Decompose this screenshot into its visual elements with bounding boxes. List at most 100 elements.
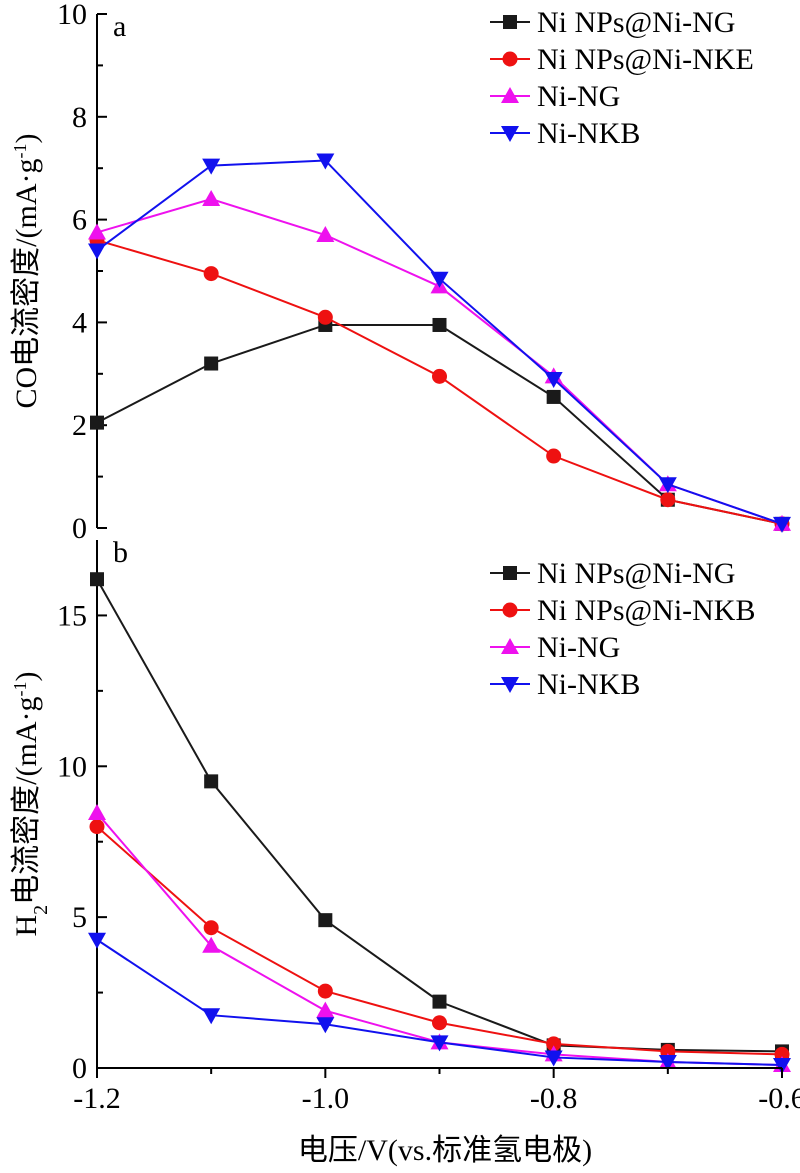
data-point xyxy=(430,1035,449,1052)
legend-item: Ni NPs@Ni-NKB xyxy=(490,594,755,627)
legend-item: Ni-NG xyxy=(490,631,620,664)
data-point xyxy=(90,572,104,587)
data-point xyxy=(773,1057,791,1074)
data-point xyxy=(316,226,335,243)
y-axis-label-superscript: -1 xyxy=(10,144,30,159)
y-axis-label: CO电流密度/(mA·g-1) xyxy=(10,134,43,409)
y-tick-label: 0 xyxy=(72,512,87,545)
legend-label: Ni NPs@Ni-NKB xyxy=(537,594,755,627)
data-point xyxy=(204,356,219,371)
data-point xyxy=(544,1050,563,1067)
series xyxy=(88,932,791,1074)
panel-letter: a xyxy=(113,10,126,43)
y-tick-label: 4 xyxy=(72,306,87,339)
data-point xyxy=(88,243,106,260)
data-point xyxy=(202,158,221,175)
legend-marker xyxy=(501,126,519,142)
legend: Ni NPs@Ni-NG Ni NPs@Ni-NKE Ni-NG Ni-NKB xyxy=(490,6,754,150)
legend-item: Ni NPs@Ni-NG xyxy=(490,557,735,590)
data-point xyxy=(546,389,561,404)
data-point xyxy=(88,932,106,949)
series xyxy=(89,819,790,1062)
data-point xyxy=(203,266,219,282)
y-tick-label: 8 xyxy=(72,101,87,134)
data-point xyxy=(546,448,562,464)
data-point xyxy=(432,317,447,332)
y-axis-label-part: ) xyxy=(10,672,43,682)
series-line xyxy=(96,197,783,525)
y-axis-label-superscript: -1 xyxy=(10,682,30,697)
legend: Ni NPs@Ni-NG Ni NPs@Ni-NKB Ni-NG Ni-NKB xyxy=(490,557,755,701)
legend-label: Ni-NG xyxy=(537,80,620,113)
data-point xyxy=(318,913,333,928)
series xyxy=(90,572,789,1059)
legend-label: Ni-NKB xyxy=(537,117,640,150)
data-point xyxy=(660,492,676,508)
data-point xyxy=(546,1036,562,1052)
y-axis-label-part: ) xyxy=(10,134,43,144)
data-point xyxy=(202,1008,221,1025)
series xyxy=(88,804,791,1072)
legend-item: Ni NPs@Ni-NKE xyxy=(490,43,754,76)
series xyxy=(88,153,791,533)
data-point xyxy=(432,994,447,1009)
legend-marker xyxy=(503,566,517,580)
data-point xyxy=(773,516,791,533)
series-line xyxy=(96,159,783,525)
y-axis-label-subscript: 2 xyxy=(30,905,52,915)
legend-item: Ni-NKB xyxy=(490,668,640,701)
x-tick-label: -0.6 xyxy=(758,1082,800,1115)
series xyxy=(88,190,791,531)
data-point xyxy=(432,1015,447,1031)
data-point xyxy=(316,153,335,170)
y-axis-label-part: 电流密度/(mA·g xyxy=(10,697,43,905)
y-tick-label: 5 xyxy=(72,901,87,934)
legend-marker xyxy=(502,51,518,67)
data-point xyxy=(317,309,333,325)
legend-label: Ni NPs@Ni-NG xyxy=(537,557,735,590)
series xyxy=(90,317,789,531)
data-point xyxy=(430,271,449,288)
y-tick-label: 0 xyxy=(72,1052,87,1085)
x-tick-label: -1.2 xyxy=(73,1082,121,1115)
x-axis-label: 电压/V(vs.标准氢电极) xyxy=(298,1134,592,1167)
legend-item: Ni-NKB xyxy=(490,117,640,150)
data-point xyxy=(203,920,219,936)
y-tick-label: 10 xyxy=(57,750,87,783)
series-line xyxy=(96,323,783,525)
y-tick-label: 2 xyxy=(72,409,87,442)
data-point xyxy=(202,936,221,953)
y-axis-label-part: H xyxy=(10,915,43,937)
data-point xyxy=(658,1054,677,1071)
data-point xyxy=(88,804,106,821)
data-point xyxy=(90,415,104,430)
data-point xyxy=(202,190,221,207)
legend-marker xyxy=(501,87,519,103)
data-point xyxy=(432,368,447,384)
panel-letter: b xyxy=(113,536,128,569)
data-point xyxy=(316,1001,335,1018)
legend-item: Ni-NG xyxy=(490,80,620,113)
y-axis-label-part: CO电流密度/(mA·g xyxy=(10,159,43,409)
data-point xyxy=(317,983,333,999)
data-point xyxy=(544,371,563,388)
legend-label: Ni-NKB xyxy=(537,668,640,701)
x-tick-label: -1.0 xyxy=(302,1082,350,1115)
data-point xyxy=(316,1017,335,1034)
legend-label: Ni NPs@Ni-NG xyxy=(537,6,735,39)
x-axis: -1.2 -1.0 -0.8 -0.6 xyxy=(73,1067,800,1115)
series-line xyxy=(96,578,783,1053)
y-tick-label: 15 xyxy=(57,599,87,632)
data-point xyxy=(89,819,105,835)
y-axis-label: H2电流密度/(mA·g-1) xyxy=(10,672,52,937)
data-point xyxy=(204,774,219,789)
data-point xyxy=(88,223,106,240)
legend-label: Ni NPs@Ni-NKE xyxy=(537,43,754,76)
legend-label: Ni-NG xyxy=(537,631,620,664)
y-tick-label: 10 xyxy=(57,0,87,31)
y-tick-label: 6 xyxy=(72,204,87,237)
legend-marker xyxy=(501,638,519,654)
